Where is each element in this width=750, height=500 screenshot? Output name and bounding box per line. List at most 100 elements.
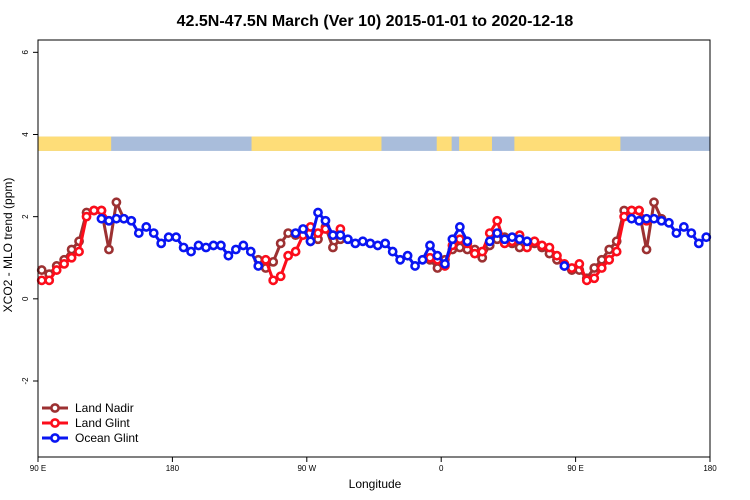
data-point bbox=[604, 244, 615, 255]
data-point bbox=[574, 259, 585, 269]
data-point bbox=[395, 254, 406, 265]
data-point bbox=[96, 213, 107, 224]
legend-label: Ocean Glint bbox=[75, 431, 139, 445]
y-tick-label: 2 bbox=[21, 214, 30, 219]
data-point bbox=[223, 250, 234, 261]
data-point bbox=[484, 228, 495, 238]
land-band-segment bbox=[251, 136, 382, 151]
data-point bbox=[454, 242, 465, 253]
data-point bbox=[529, 236, 540, 247]
data-point bbox=[634, 215, 644, 226]
data-point bbox=[492, 228, 503, 238]
x-tick-label: 180 bbox=[703, 464, 717, 473]
data-point bbox=[104, 244, 114, 255]
legend-entry: Ocean Glint bbox=[42, 431, 139, 445]
data-point bbox=[372, 240, 383, 251]
data-point bbox=[81, 211, 92, 222]
data-point bbox=[36, 275, 47, 286]
data-point bbox=[656, 215, 667, 226]
y-tick-label: 6 bbox=[21, 50, 30, 55]
data-point bbox=[290, 246, 301, 257]
data-point bbox=[626, 213, 637, 224]
data-point bbox=[596, 254, 607, 265]
legend-label: Land Glint bbox=[75, 416, 130, 430]
data-point bbox=[342, 234, 353, 245]
data-point bbox=[514, 242, 525, 253]
data-point bbox=[425, 252, 435, 263]
data-point bbox=[283, 228, 294, 238]
data-point bbox=[410, 261, 420, 271]
data-point bbox=[477, 246, 488, 257]
data-point bbox=[59, 259, 70, 269]
data-point bbox=[66, 244, 77, 255]
data-point bbox=[290, 228, 301, 238]
legend-entry: Land Glint bbox=[42, 416, 130, 430]
data-point bbox=[693, 238, 704, 249]
data-point bbox=[432, 250, 443, 261]
data-point bbox=[126, 215, 137, 226]
data-point bbox=[96, 205, 107, 216]
data-point bbox=[641, 213, 652, 224]
data-point bbox=[671, 228, 682, 238]
y-tick-label: -2 bbox=[21, 377, 30, 385]
data-point bbox=[193, 240, 204, 251]
legend-marker bbox=[50, 403, 60, 413]
data-point bbox=[581, 275, 592, 286]
data-point bbox=[522, 236, 532, 247]
data-point bbox=[208, 240, 219, 251]
land-band-segment bbox=[459, 136, 492, 151]
data-point bbox=[440, 259, 450, 269]
data-point bbox=[238, 240, 249, 251]
legend-label: Land Nadir bbox=[75, 401, 134, 415]
data-point bbox=[74, 246, 84, 257]
data-point bbox=[350, 238, 361, 249]
data-point bbox=[268, 275, 279, 286]
x-axis-label: Longitude bbox=[349, 477, 402, 491]
data-point bbox=[230, 244, 241, 255]
data-point bbox=[51, 265, 62, 275]
data-point bbox=[641, 244, 652, 255]
data-point bbox=[649, 197, 659, 208]
data-point bbox=[596, 263, 607, 273]
data-point bbox=[268, 256, 279, 267]
data-point bbox=[275, 271, 286, 282]
series-ocean-glint bbox=[96, 207, 712, 271]
data-point bbox=[432, 263, 443, 273]
data-point bbox=[380, 238, 391, 249]
data-point bbox=[589, 273, 600, 284]
data-point bbox=[298, 224, 308, 234]
data-point bbox=[156, 238, 167, 249]
data-point bbox=[387, 246, 398, 257]
land-band-segment bbox=[38, 136, 112, 151]
x-tick-label: 180 bbox=[166, 464, 180, 473]
data-point bbox=[425, 240, 435, 251]
data-point bbox=[260, 254, 271, 265]
data-point bbox=[313, 228, 323, 238]
data-point bbox=[253, 261, 264, 271]
data-point bbox=[275, 238, 286, 249]
data-point bbox=[320, 215, 331, 226]
data-point bbox=[328, 230, 338, 241]
y-tick-label: 4 bbox=[21, 132, 30, 137]
data-point bbox=[589, 263, 600, 273]
data-point bbox=[604, 254, 615, 265]
x-tick-label: 90 E bbox=[30, 464, 46, 473]
data-point bbox=[216, 240, 226, 251]
x-tick-label: 90 E bbox=[567, 464, 583, 473]
data-point bbox=[492, 215, 503, 226]
data-point bbox=[537, 240, 547, 251]
data-point bbox=[634, 205, 644, 216]
data-point bbox=[283, 250, 294, 261]
legend-marker bbox=[50, 433, 60, 443]
data-point bbox=[447, 234, 458, 245]
data-point bbox=[566, 263, 577, 273]
legend-entry: Land Nadir bbox=[42, 401, 134, 415]
data-point bbox=[701, 232, 712, 243]
land-band-segment bbox=[514, 136, 621, 151]
data-point bbox=[328, 242, 338, 253]
y-axis-label: XCO2 - MLO trend (ppm) bbox=[1, 178, 15, 313]
x-tick-label: 90 W bbox=[297, 464, 316, 473]
data-point bbox=[186, 246, 196, 257]
chart-title: 42.5N-47.5N March (Ver 10) 2015-01-01 to… bbox=[177, 13, 574, 30]
